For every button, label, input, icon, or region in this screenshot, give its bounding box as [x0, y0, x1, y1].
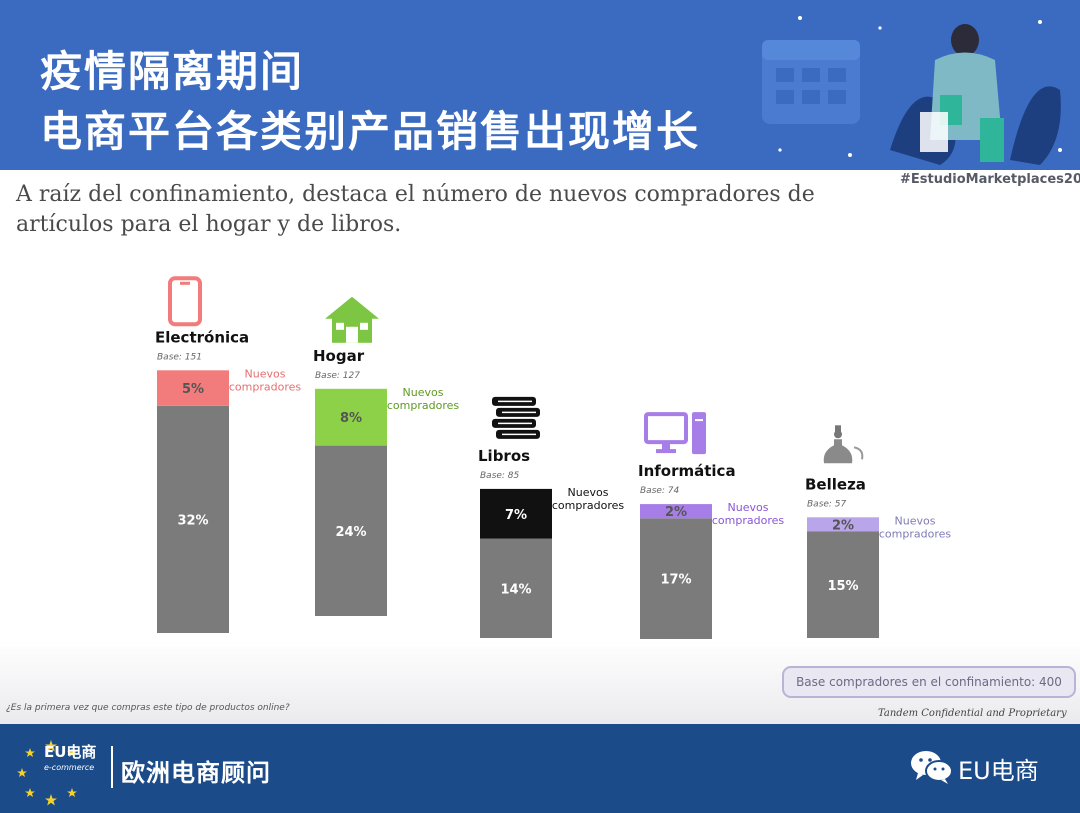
value-label-existing-0: 32%: [177, 513, 208, 528]
annotation-line1-3: Nuevos: [728, 501, 769, 514]
category-base-0: Base: 151: [157, 352, 202, 362]
stacked-bar-chart: 32%5%Base: 151ElectrónicaNuevoscomprador…: [155, 276, 951, 639]
annotation-line2-2: compradores: [552, 499, 624, 512]
bar-new-buyers-0: [157, 370, 229, 406]
annotation-line1-1: Nuevos: [403, 386, 444, 399]
bar-existing-buyers-4: [807, 531, 879, 638]
value-label-new-4: 2%: [832, 518, 854, 533]
annotation-line2-1: compradores: [387, 399, 459, 412]
page-title-line-1: 疫情隔离期间: [40, 47, 305, 96]
value-label-new-1: 8%: [340, 411, 362, 426]
base-buyers-box: Base compradores en el confinamiento: 40…: [782, 666, 1076, 698]
bar-existing-buyers-2: [480, 538, 552, 638]
survey-question-footnote: ¿Es la primera vez que compras este tipo…: [6, 703, 290, 713]
category-base-3: Base: 74: [640, 486, 680, 496]
value-label-existing-2: 14%: [500, 582, 531, 597]
value-label-new-0: 5%: [182, 382, 204, 397]
annotation-line2-3: compradores: [712, 514, 784, 527]
bar-existing-buyers-0: [157, 405, 229, 633]
value-label-new-3: 2%: [665, 505, 687, 520]
perfume-icon: [823, 425, 864, 464]
annotation-line2-0: compradores: [229, 380, 301, 393]
smartphone-icon: [168, 276, 202, 327]
bar-existing-buyers-3: [640, 518, 712, 639]
value-label-existing-1: 24%: [335, 525, 366, 540]
annotation-line1-0: Nuevos: [245, 367, 286, 380]
category-label-4: Belleza: [805, 475, 866, 493]
wechat-icon: [911, 751, 953, 784]
confidential-notice: Tandem Confidential and Proprietary: [878, 708, 1067, 719]
eu-stars-icon: [17, 740, 77, 806]
bar-new-buyers-2: [480, 488, 552, 539]
brand-logo: EU电商 e-commerce: [44, 744, 96, 776]
header-banner: 疫情隔离期间 电商平台各类别产品销售出现增长: [0, 0, 1080, 170]
value-label-new-2: 7%: [505, 508, 527, 523]
chart-subtitle: A raíz del confinamiento, destaca el núm…: [16, 182, 815, 237]
category-label-0: Electrónica: [155, 328, 249, 346]
books-icon: [492, 396, 540, 439]
category-base-2: Base: 85: [480, 471, 520, 481]
page-title-line-2: 电商平台各类别产品销售出现增长: [40, 107, 701, 156]
category-label-1: Hogar: [313, 347, 365, 365]
footer-divider: [111, 746, 113, 788]
footer-bar: EU电商 e-commerce 欧洲电商顾问 EU电商: [0, 724, 1080, 813]
bar-new-buyers-3: [640, 504, 712, 519]
bar-existing-buyers-1: [315, 445, 387, 616]
category-base-4: Base: 57: [807, 499, 847, 509]
computer-icon: [644, 412, 706, 455]
value-label-existing-4: 15%: [827, 579, 858, 594]
category-label-2: Libros: [478, 447, 530, 465]
company-name: 欧洲电商顾问: [121, 759, 271, 787]
hashtag: #EstudioMarketplaces20: [900, 172, 1080, 187]
annotation-line1-2: Nuevos: [568, 486, 609, 499]
category-base-1: Base: 127: [315, 371, 360, 381]
bar-new-buyers-1: [315, 388, 387, 446]
house-icon: [325, 296, 379, 343]
annotation-line1-4: Nuevos: [895, 514, 936, 527]
brand-logo-text: EU电商: [44, 743, 97, 761]
shopping-illustration-icon: [762, 16, 1062, 165]
brand-logo-subtext: e-commerce: [44, 763, 95, 772]
value-label-existing-3: 17%: [660, 573, 691, 588]
category-label-3: Informática: [638, 462, 736, 480]
annotation-line2-4: compradores: [879, 527, 951, 540]
bar-new-buyers-4: [807, 517, 879, 532]
wechat-account: EU电商: [958, 757, 1039, 785]
